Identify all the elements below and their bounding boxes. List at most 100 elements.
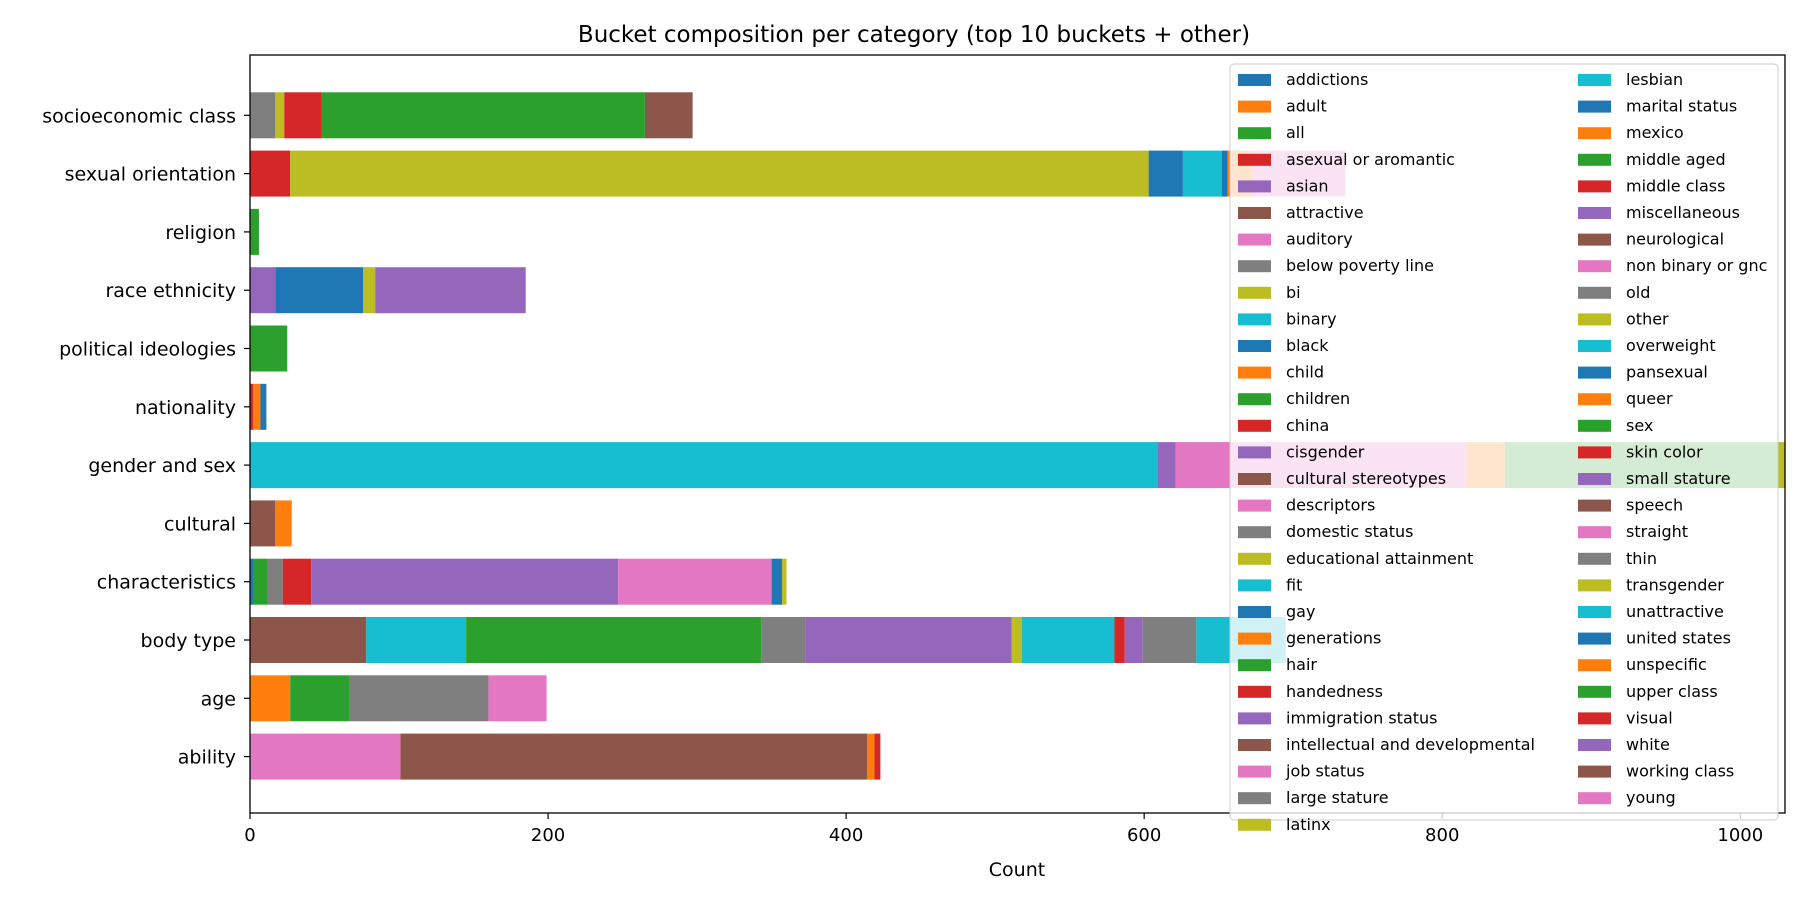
- legend-label: middle class: [1626, 176, 1725, 195]
- legend-label: skin color: [1626, 442, 1703, 461]
- legend-label: binary: [1286, 309, 1337, 328]
- legend-label: other: [1626, 309, 1669, 328]
- legend-label: lesbian: [1626, 70, 1683, 89]
- legend-swatch: [1578, 552, 1611, 565]
- bar-segment: [250, 442, 1158, 489]
- legend-swatch: [1238, 313, 1271, 326]
- legend-label: pansexual: [1626, 363, 1708, 382]
- legend-swatch: [1238, 446, 1271, 459]
- bar-segment: [1182, 150, 1222, 197]
- legend-swatch: [1578, 526, 1611, 539]
- legend-label: handedness: [1286, 682, 1383, 701]
- bar-segment: [311, 558, 619, 605]
- bar-segment: [1142, 617, 1197, 663]
- bar-segment: [782, 558, 787, 605]
- legend-swatch: [1578, 153, 1611, 166]
- legend-label: immigration status: [1286, 708, 1438, 727]
- y-tick-label: race ethnicity: [105, 280, 236, 302]
- bar-segment: [805, 617, 1012, 663]
- legend-swatch: [1578, 765, 1611, 778]
- legend-swatch: [1578, 419, 1611, 432]
- legend-swatch: [1238, 818, 1271, 831]
- legend-label: visual: [1626, 708, 1673, 727]
- bar-segment: [349, 675, 489, 722]
- plot-area-frame: [249, 54, 1786, 814]
- legend-label: miscellaneous: [1626, 203, 1740, 222]
- legend-swatch: [1578, 180, 1611, 193]
- y-axis: ability age body type characteristics cultur…: [42, 105, 250, 769]
- bar-segment: [250, 325, 288, 372]
- legend-label: mexico: [1626, 123, 1684, 142]
- bar-segment: [363, 267, 376, 314]
- legend-swatch: [1578, 473, 1611, 485]
- legend-swatch: [1578, 207, 1611, 219]
- x-tick-label: 600: [1127, 825, 1161, 846]
- legend-swatch: [1578, 739, 1611, 751]
- legend-label: domestic status: [1286, 522, 1413, 541]
- bar-segment: [250, 675, 291, 722]
- legend-label: asian: [1286, 176, 1329, 195]
- legend-label: gay: [1286, 602, 1315, 621]
- legend-swatch: [1238, 180, 1271, 193]
- bar-segment: [275, 500, 292, 547]
- legend-swatch: [1578, 499, 1611, 512]
- bar-segment: [375, 267, 526, 314]
- legend-label: marital status: [1626, 97, 1737, 116]
- legend-label: addictions: [1286, 70, 1368, 89]
- y-tick-label: religion: [165, 222, 236, 244]
- legend-label: old: [1626, 283, 1650, 302]
- bar-segment: [1157, 442, 1176, 489]
- legend-swatch: [1578, 100, 1611, 113]
- bar-segment: [250, 383, 253, 430]
- legend-label: unspecific: [1626, 655, 1707, 674]
- x-tick-label: 400: [829, 825, 863, 846]
- legend-swatch: [1578, 233, 1611, 246]
- legend-swatch: [1238, 499, 1271, 512]
- bar-segment: [644, 92, 693, 139]
- legend-swatch: [1238, 632, 1271, 645]
- bar-segment: [284, 92, 322, 139]
- bar-segment: [1124, 617, 1143, 663]
- legend-label: latinx: [1286, 815, 1331, 834]
- bar-segment: [321, 92, 645, 139]
- legend-swatch: [1238, 552, 1271, 565]
- legend-swatch: [1238, 74, 1271, 86]
- legend-label: working class: [1626, 762, 1734, 781]
- legend-label: overweight: [1626, 336, 1716, 355]
- bar-segment: [290, 675, 350, 722]
- legend-swatch: [1578, 712, 1611, 725]
- legend-label: job status: [1285, 762, 1365, 781]
- bar-segment: [1777, 442, 1785, 489]
- bar-segment: [1148, 150, 1183, 197]
- legend-label: unattractive: [1626, 602, 1724, 621]
- legend-swatch: [1238, 739, 1271, 751]
- bar-segment: [275, 267, 364, 314]
- legend-swatch: [1578, 366, 1611, 379]
- legend-label: large stature: [1286, 788, 1389, 807]
- legend-label: educational attainment: [1286, 549, 1473, 568]
- y-tick-label: socioeconomic class: [42, 105, 236, 127]
- legend-swatch: [1578, 74, 1611, 86]
- legend-label: speech: [1626, 496, 1683, 515]
- legend-label: all: [1286, 123, 1305, 142]
- y-tick-label: characteristics: [97, 572, 236, 594]
- bar-segment: [400, 733, 867, 780]
- legend-label: children: [1286, 389, 1350, 408]
- x-tick-label: 1000: [1717, 825, 1763, 846]
- bar-segment: [250, 267, 276, 314]
- bar-segment: [290, 150, 1149, 197]
- legend-label: black: [1286, 336, 1329, 355]
- legend: addictions adult all asexual or aromantic as…: [1229, 63, 1779, 834]
- legend-swatch: [1578, 659, 1611, 672]
- x-tick-label: 200: [531, 825, 565, 846]
- bar-segment: [252, 383, 261, 430]
- bar-segment: [275, 92, 285, 139]
- legend-label: cisgender: [1286, 442, 1365, 461]
- bar-segment: [252, 558, 268, 605]
- legend-swatch: [1238, 712, 1271, 725]
- bar-segment: [866, 733, 875, 780]
- legend-label: transgender: [1626, 575, 1724, 594]
- legend-label: small stature: [1626, 469, 1731, 488]
- bar-segment: [250, 150, 291, 197]
